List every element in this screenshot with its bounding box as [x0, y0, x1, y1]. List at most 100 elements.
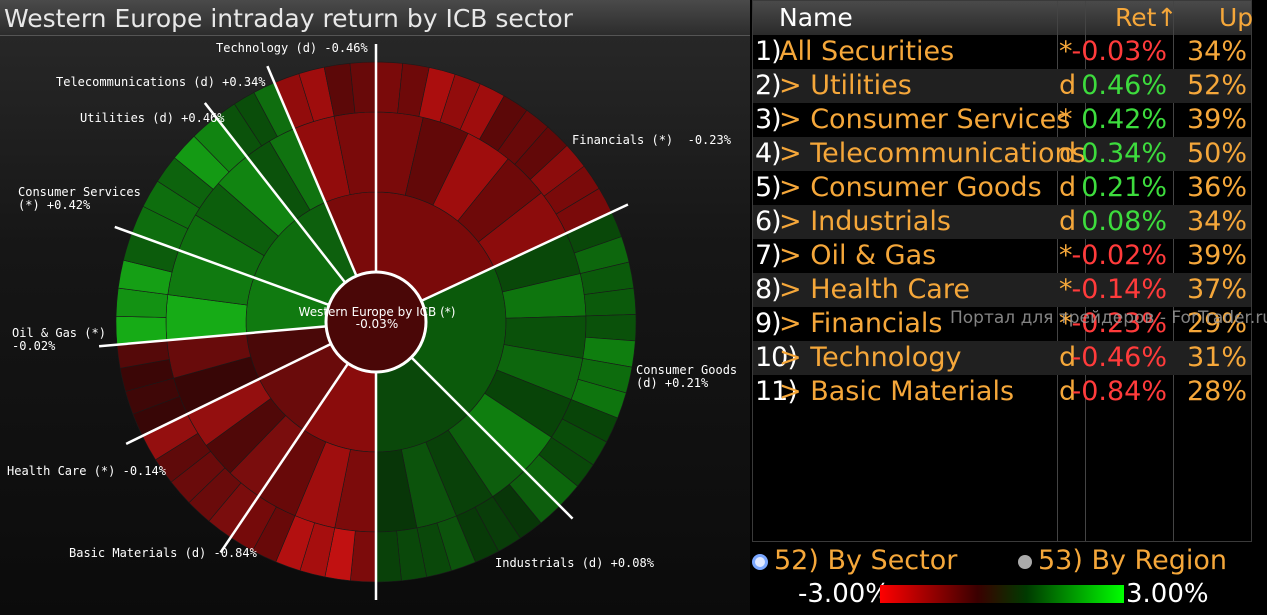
label-consumer-services: Consumer Services (*) +0.42%	[18, 185, 141, 212]
center-label-name: Western Europe by ICB (*)	[298, 305, 456, 319]
legend-min: -3.00%	[798, 579, 890, 609]
row-number: 4)	[755, 138, 782, 169]
col-up-header[interactable]: Up	[1219, 3, 1254, 32]
sector-sunburst-chart[interactable]	[0, 36, 750, 615]
row-up-percent: 36%	[1186, 172, 1247, 203]
label-telecommunications: Telecommunications (d) +0.34%	[56, 75, 266, 89]
column-divider	[1057, 1, 1058, 541]
row-up-percent: 28%	[1186, 376, 1247, 407]
sector-divider-line	[219, 362, 350, 554]
row-flag: *	[1059, 308, 1073, 339]
row-name: > Technology	[779, 342, 962, 373]
radio-selected-icon[interactable]	[752, 553, 768, 570]
row-flag: d	[1059, 70, 1077, 101]
row-number: 2)	[755, 70, 782, 101]
by-region-label: 53) By Region	[1038, 545, 1227, 576]
row-name: All Securities	[779, 36, 955, 67]
sector-divider-line	[125, 342, 332, 445]
row-number: 6)	[755, 206, 782, 237]
row-name: > Industrials	[779, 206, 951, 237]
table-row[interactable]: 6) > Industrials d 0.08% 34%	[753, 205, 1251, 239]
table-row[interactable]: 5) > Consumer Goods d 0.21% 36%	[753, 171, 1251, 205]
table-row[interactable]: 10) > Technology d -0.46% 31%	[753, 341, 1251, 375]
row-flag: d	[1059, 206, 1077, 237]
row-return: 0.08%	[1081, 206, 1167, 237]
radio-unselected-icon[interactable]	[1018, 554, 1032, 569]
table-row[interactable]: 4) > Telecommunications d 0.34% 50%	[753, 137, 1251, 171]
sector-divider-line	[410, 356, 574, 520]
color-scale-bar	[880, 585, 1124, 603]
row-return: -0.02%	[1071, 240, 1167, 271]
row-flag: d	[1059, 342, 1077, 373]
row-up-percent: 34%	[1186, 206, 1247, 237]
row-return: -0.46%	[1071, 342, 1167, 373]
column-divider	[1085, 1, 1086, 541]
column-divider	[1173, 1, 1174, 541]
table-header: Name Ret↑ Up	[753, 1, 1254, 35]
subsector-segment[interactable]	[585, 314, 637, 342]
table-row[interactable]: 1) All Securities * -0.03% 34%	[753, 35, 1251, 69]
row-up-percent: 37%	[1186, 274, 1247, 305]
label-industrials: Industrials (d) +0.08%	[495, 556, 654, 570]
row-up-percent: 31%	[1186, 342, 1247, 373]
sector-divider-line	[420, 203, 629, 303]
label-basic-materials: Basic Materials (d) -0.84%	[69, 546, 257, 560]
row-up-percent: 52%	[1186, 70, 1247, 101]
chart-title: Western Europe intraday return by ICB se…	[0, 0, 750, 36]
row-number: 1)	[755, 36, 782, 67]
by-sector-option[interactable]: 52) By Sector	[752, 547, 957, 575]
heatwheel-panel: Western Europe intraday return by ICB se…	[0, 0, 750, 615]
table-row[interactable]: 3) > Consumer Services * 0.42% 39%	[753, 103, 1251, 137]
label-health-care: Health Care (*) -0.14%	[7, 464, 166, 478]
row-up-percent: 50%	[1186, 138, 1247, 169]
table-row[interactable]: 7) > Oil & Gas * -0.02% 39%	[753, 239, 1251, 273]
label-consumer-goods: Consumer Goods (d) +0.21%	[636, 363, 738, 390]
table-row[interactable]: 11) > Basic Materials d -0.84% 28%	[753, 375, 1251, 409]
row-name: > Basic Materials	[779, 376, 1015, 407]
row-name: > Consumer Services	[779, 104, 1071, 135]
row-number: 10)	[755, 342, 798, 373]
col-name-header[interactable]: Name	[779, 3, 853, 32]
table-row[interactable]: 9) > Financials * -0.23% 29%	[753, 307, 1251, 341]
sector-divider-line	[266, 65, 358, 277]
row-flag: d	[1059, 376, 1077, 407]
row-return: -0.03%	[1071, 36, 1167, 67]
row-flag: *	[1059, 240, 1073, 271]
by-sector-label: 52) By Sector	[774, 545, 958, 576]
row-number: 8)	[755, 274, 782, 305]
row-name: > Utilities	[779, 70, 912, 101]
label-technology: Technology (d) -0.46%	[216, 41, 368, 55]
row-return: 0.34%	[1081, 138, 1167, 169]
label-financials: Financials (*) -0.23%	[572, 133, 731, 147]
row-up-percent: 39%	[1186, 240, 1247, 271]
by-region-option[interactable]: 53) By Region	[1018, 547, 1227, 575]
table-row[interactable]: 8) > Health Care * -0.14% 37%	[753, 273, 1251, 307]
col-ret-header[interactable]: Ret↑	[1115, 3, 1178, 32]
row-return: 0.42%	[1081, 104, 1167, 135]
row-flag: *	[1059, 274, 1073, 305]
center-label-value: -0.03%	[355, 317, 399, 331]
row-return: -0.23%	[1071, 308, 1167, 339]
row-flag: *	[1059, 36, 1073, 67]
sector-table: Name Ret↑ Up 1) All Securities * -0.03% 34% 2…	[752, 0, 1254, 542]
row-return: 0.21%	[1081, 172, 1167, 203]
row-flag: d	[1059, 172, 1077, 203]
row-up-percent: 39%	[1186, 104, 1247, 135]
row-number: 11)	[755, 376, 798, 407]
row-number: 7)	[755, 240, 782, 271]
row-number: 5)	[755, 172, 782, 203]
sector-divider-line	[114, 225, 330, 307]
watermark-text: Портал для трейдеров - ForTrader.ru	[950, 308, 1267, 328]
center-label[interactable]: Western Europe by ICB (*) -0.03%	[282, 306, 472, 330]
row-number: 3)	[755, 104, 782, 135]
sector-divider-line	[98, 325, 327, 348]
row-name: > Financials	[779, 308, 943, 339]
row-up-percent: 29%	[1186, 308, 1247, 339]
legend-max: 3.00%	[1126, 579, 1209, 609]
sector-divider-line	[203, 102, 347, 284]
table-row[interactable]: 2) > Utilities d 0.46% 52%	[753, 69, 1251, 103]
row-flag: *	[1059, 104, 1073, 135]
row-flag: d	[1059, 138, 1077, 169]
row-name: > Consumer Goods	[779, 172, 1042, 203]
label-utilities: Utilities (d) +0.46%	[80, 111, 225, 125]
